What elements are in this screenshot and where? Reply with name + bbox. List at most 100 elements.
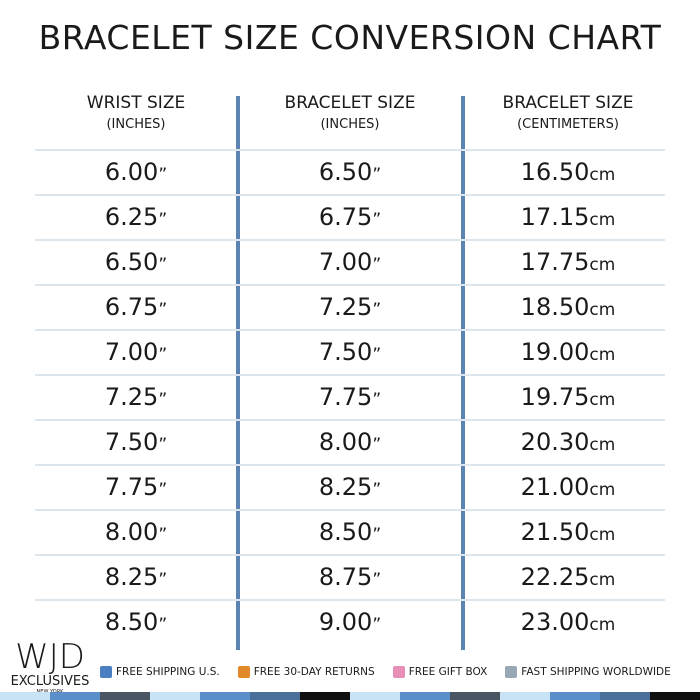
strip-segment xyxy=(500,692,550,700)
cell-unit: ” xyxy=(158,435,168,455)
cell-value: 19.00 xyxy=(520,338,590,366)
cell-value: 8.25 xyxy=(318,473,373,501)
table-cell: 17.75cm xyxy=(468,240,668,285)
cell-unit: cm xyxy=(589,570,616,590)
table-cell: 6.75” xyxy=(250,195,450,240)
cell-value: 8.50 xyxy=(318,518,373,546)
table-cell: 8.00” xyxy=(36,510,236,555)
strip-segment xyxy=(400,692,450,700)
color-strip xyxy=(0,692,700,700)
cell-value: 8.75 xyxy=(318,563,373,591)
cell-value: 6.00 xyxy=(104,158,159,186)
cell-unit: ” xyxy=(372,345,382,365)
wjd-logo: WJD EXCLUSIVES NEW YORK xyxy=(8,640,92,695)
table-cell: 22.25cm xyxy=(468,555,668,600)
cell-unit: ” xyxy=(158,300,168,320)
cell-value: 6.75 xyxy=(104,293,159,321)
strip-segment xyxy=(0,692,50,700)
table-cell: 7.75” xyxy=(250,375,450,420)
cell-unit: cm xyxy=(589,525,616,545)
table-cell: 6.50” xyxy=(36,240,236,285)
cell-value: 7.25 xyxy=(318,293,373,321)
row-rule xyxy=(35,329,665,331)
logo-line2: EXCLUSIVES xyxy=(10,674,90,689)
cell-value: 7.00 xyxy=(104,338,159,366)
row-rule xyxy=(35,419,665,421)
cell-value: 8.25 xyxy=(104,563,159,591)
cell-unit: ” xyxy=(158,255,168,275)
cell-unit: ” xyxy=(372,480,382,500)
cell-value: 20.30 xyxy=(520,428,590,456)
row-rule xyxy=(35,239,665,241)
cell-unit: ” xyxy=(372,165,382,185)
cell-value: 6.50 xyxy=(318,158,373,186)
cell-value: 21.00 xyxy=(520,473,590,501)
cell-unit: ” xyxy=(158,615,168,635)
feature-item: FREE GIFT BOX xyxy=(392,666,488,678)
table-cell: 20.30cm xyxy=(468,420,668,465)
cell-value: 23.00 xyxy=(520,608,590,636)
table-cell: 7.50” xyxy=(250,330,450,375)
row-rule xyxy=(35,464,665,466)
table-cell: 21.50cm xyxy=(468,510,668,555)
row-rule xyxy=(35,509,665,511)
feature-item: FAST SHIPPING WORLDWIDE xyxy=(505,666,671,678)
cell-unit: ” xyxy=(158,570,168,590)
column-header: WRIST SIZE (INCHES) xyxy=(36,92,236,136)
feature-label: FREE GIFT BOX xyxy=(408,666,488,678)
feature-label: FREE SHIPPING U.S. xyxy=(116,666,220,678)
cell-unit: ” xyxy=(158,390,168,410)
row-rule xyxy=(35,374,665,376)
table-cell: 6.75” xyxy=(36,285,236,330)
row-rule xyxy=(35,149,665,151)
table-cell: 6.25” xyxy=(36,195,236,240)
feature-label: FAST SHIPPING WORLDWIDE xyxy=(521,666,671,678)
cell-unit: cm xyxy=(589,255,616,275)
cell-unit: cm xyxy=(589,435,616,455)
header-unit: (INCHES) xyxy=(106,117,166,132)
cell-unit: ” xyxy=(158,525,168,545)
column-header: BRACELET SIZE (INCHES) xyxy=(250,92,450,136)
mailbox-icon xyxy=(100,666,112,678)
table-cell: 6.50” xyxy=(250,150,450,195)
table-cell: 8.00” xyxy=(250,420,450,465)
feature-item: FREE 30-DAY RETURNS xyxy=(237,666,375,678)
chart-title: BRACELET SIZE CONVERSION CHART xyxy=(38,18,662,57)
cell-unit: cm xyxy=(589,165,616,185)
strip-segment xyxy=(300,692,350,700)
cell-value: 7.50 xyxy=(318,338,373,366)
column-header: BRACELET SIZE (CENTIMETERS) xyxy=(468,92,668,136)
features-bar: FREE SHIPPING U.S. FREE 30-DAY RETURNS FRE… xyxy=(100,666,671,678)
header-label: BRACELET SIZE xyxy=(284,93,416,113)
table-cell: 7.75” xyxy=(36,465,236,510)
table-cell: 7.00” xyxy=(250,240,450,285)
strip-segment xyxy=(450,692,500,700)
table-cell: 19.00cm xyxy=(468,330,668,375)
airplane-icon xyxy=(505,666,518,678)
cell-unit: ” xyxy=(158,480,168,500)
cell-unit: cm xyxy=(589,300,616,320)
table-cell: 8.25” xyxy=(250,465,450,510)
table-cell: 7.25” xyxy=(36,375,236,420)
header-unit: (INCHES) xyxy=(320,117,380,132)
cell-unit: cm xyxy=(589,390,616,410)
table-cell: 9.00” xyxy=(250,600,450,645)
cell-unit: ” xyxy=(372,390,382,410)
cell-value: 17.75 xyxy=(520,248,590,276)
strip-segment xyxy=(250,692,300,700)
row-rule xyxy=(35,194,665,196)
cell-unit: ” xyxy=(372,300,382,320)
feature-label: FREE 30-DAY RETURNS xyxy=(253,666,375,678)
cell-unit: ” xyxy=(372,615,382,635)
gift-heart-icon xyxy=(392,666,405,678)
cell-value: 7.75 xyxy=(318,383,373,411)
cell-value: 7.25 xyxy=(104,383,159,411)
table-cell: 19.75cm xyxy=(468,375,668,420)
cell-unit: ” xyxy=(372,255,382,275)
cell-value: 7.00 xyxy=(318,248,373,276)
cell-unit: ” xyxy=(372,435,382,455)
gift-icon xyxy=(237,666,250,678)
strip-segment xyxy=(100,692,150,700)
header-label: BRACELET SIZE xyxy=(502,93,634,113)
